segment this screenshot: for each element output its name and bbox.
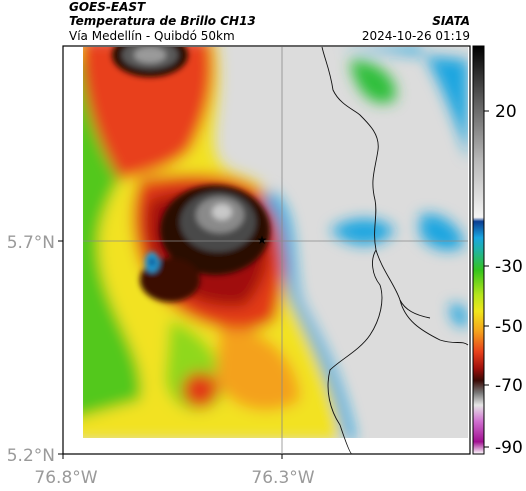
- title-region: Vía Medellín - Quibdó 50km: [69, 29, 235, 43]
- title-product: Temperatura de Brillo CH13: [69, 14, 256, 28]
- colorbar-tick-5: -90: [495, 438, 523, 458]
- timestamp: 2024-10-26 01:19: [361, 29, 470, 43]
- lon-label-2: 76.3°W: [251, 468, 314, 488]
- lon-label-1: 76.8°W: [34, 468, 97, 488]
- colorbar-tick-2: -30: [495, 257, 523, 277]
- colorbar: [472, 45, 485, 455]
- brightness-temperature-field: [83, 47, 468, 438]
- colorbar-tick-1: 20: [495, 102, 517, 122]
- colorbar-tick-3: -50: [495, 317, 523, 337]
- department-borders: [321, 46, 469, 455]
- lat-label-2: 5.2°N: [7, 446, 55, 466]
- lat-label-1: 5.7°N: [7, 233, 55, 253]
- colorbar-tick-4: -70: [495, 376, 523, 396]
- brand-label: SIATA: [432, 14, 470, 28]
- title-satellite: GOES-EAST: [69, 0, 146, 14]
- star-icon: ★: [257, 233, 268, 247]
